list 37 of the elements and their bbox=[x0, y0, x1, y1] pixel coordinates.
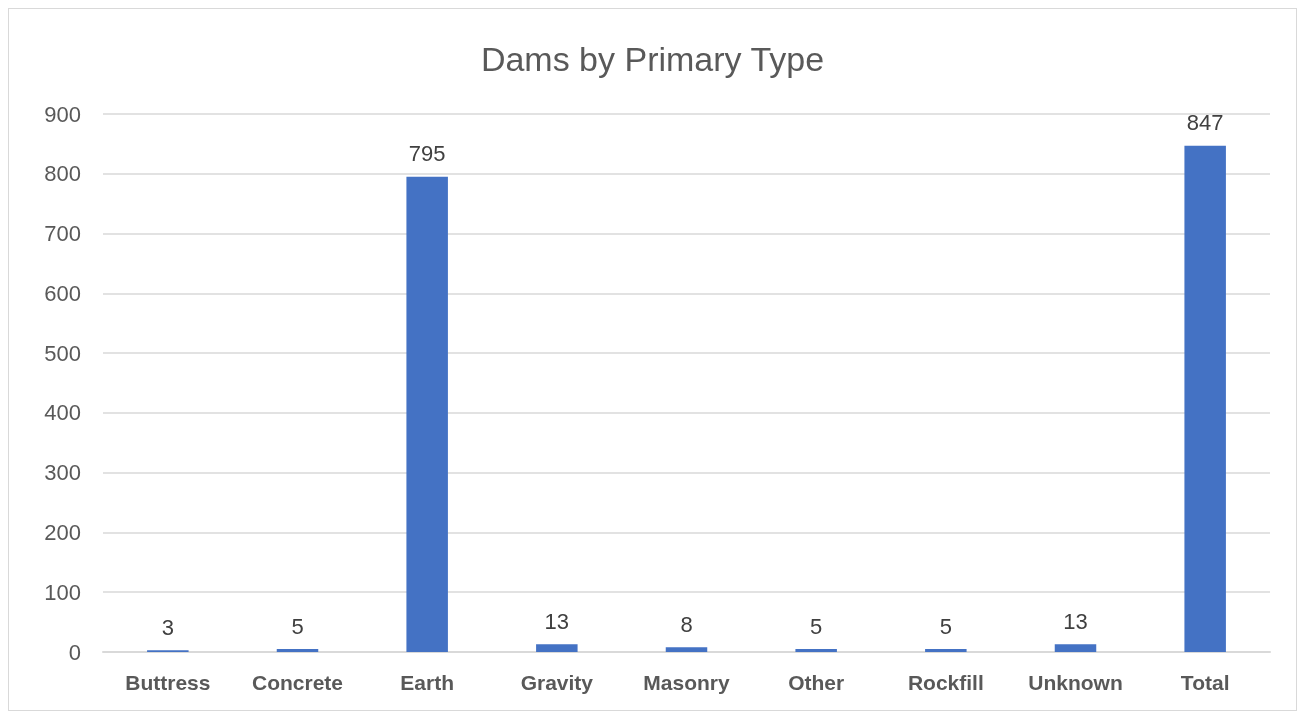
bar bbox=[536, 644, 578, 652]
y-tick-label: 700 bbox=[44, 221, 81, 247]
x-tick-label: Concrete bbox=[251, 671, 344, 694]
bar bbox=[665, 647, 708, 652]
y-tick-label: 600 bbox=[44, 280, 81, 306]
data-label: 5 bbox=[291, 613, 304, 639]
x-tick-label: Total bbox=[1180, 671, 1230, 694]
y-tick-label: 0 bbox=[68, 639, 81, 665]
x-tick-label: Gravity bbox=[520, 671, 594, 694]
data-label: 3 bbox=[161, 614, 174, 640]
data-label: 795 bbox=[408, 141, 446, 167]
y-tick-label: 400 bbox=[44, 400, 81, 426]
data-label: 8 bbox=[680, 611, 693, 637]
data-label: 847 bbox=[1186, 110, 1224, 136]
data-label: 5 bbox=[810, 613, 823, 639]
data-label: 5 bbox=[939, 613, 952, 639]
y-tick-label: 200 bbox=[44, 519, 81, 545]
y-tick-label: 800 bbox=[44, 161, 81, 187]
y-tick-label: 900 bbox=[44, 101, 81, 127]
x-tick-label: Rockfill bbox=[907, 671, 984, 694]
x-tick-label: Earth bbox=[400, 671, 455, 694]
x-tick-label: Unknown bbox=[1028, 671, 1123, 694]
chart-title: Dams by Primary Type bbox=[480, 40, 825, 78]
x-tick-label: Masonry bbox=[643, 671, 730, 694]
bar bbox=[795, 649, 837, 652]
y-tick-label: 300 bbox=[44, 460, 81, 486]
bar bbox=[1054, 644, 1097, 652]
x-tick-label: Other bbox=[788, 671, 845, 694]
bar bbox=[925, 649, 967, 652]
bar bbox=[276, 649, 319, 652]
data-label: 13 bbox=[544, 608, 570, 634]
y-tick-label: 100 bbox=[44, 579, 81, 605]
y-tick-label: 500 bbox=[44, 340, 81, 366]
data-label: 13 bbox=[1063, 608, 1088, 634]
bar bbox=[406, 176, 448, 652]
bar bbox=[1184, 145, 1226, 652]
x-tick-label: Buttress bbox=[125, 671, 211, 694]
